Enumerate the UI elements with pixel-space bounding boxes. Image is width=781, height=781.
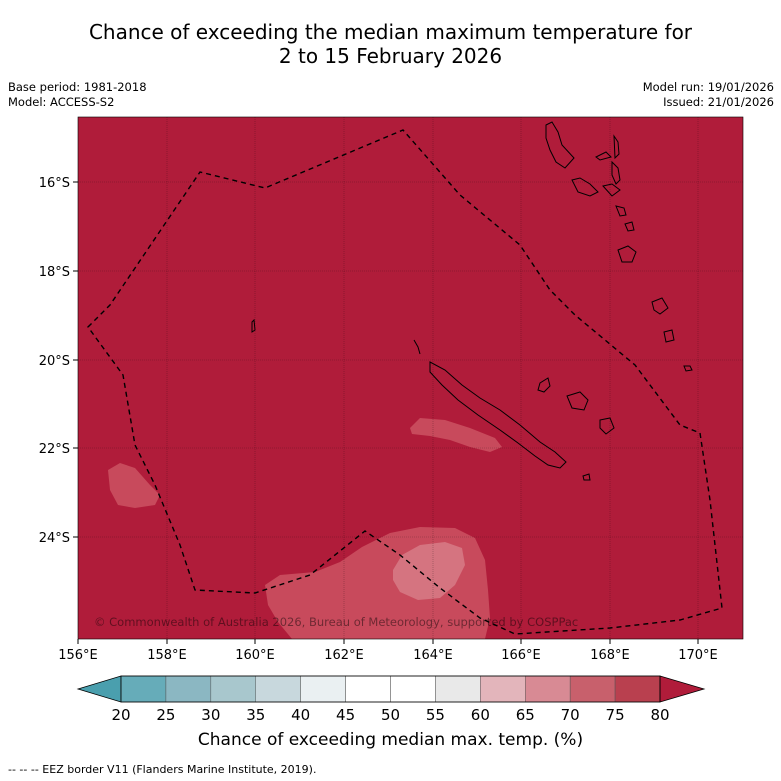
colorbar-tick-label: 70 [561,706,580,724]
colorbar-swatch [300,675,346,703]
lat-tick-label: 20°S [39,354,70,369]
colorbar-tick-label: 40 [291,706,310,724]
lat-tick-label: 22°S [39,442,70,457]
isle-of-pines [582,473,591,481]
colorbar-swatch [165,675,212,703]
colorbar-tick-label: 75 [606,706,625,724]
lat-tick-label: 16°S [39,176,70,191]
lon-tick-label: 166°E [501,648,541,663]
region-60-70-west [108,463,160,508]
colorbar-tick-label: 35 [246,706,265,724]
map-title-line-1: Chance of exceeding the median maximum t… [88,20,693,44]
map-title-line-2: 2 to 15 February 2026 [278,44,503,68]
colorbar-swatch [614,675,661,703]
vanuatu-ambae [595,151,612,161]
probability-regions [108,418,502,639]
map-frame [77,116,744,640]
colorbar-tick-label: 25 [156,706,175,724]
vanuatu-aneityum [683,365,693,372]
graticule [78,117,743,639]
colorbar-tick-label: 50 [381,706,400,724]
issued-date: Issued: 21/01/2026 [663,95,774,109]
colorbar-swatch [435,675,481,703]
colorbar-tick-label: 20 [111,706,130,724]
colorbar-under-arrow [76,675,122,703]
vanuatu-tanna [663,329,675,343]
colorbar-tick-label: 60 [471,706,490,724]
loyalty-island-2 [566,391,589,411]
lon-tick-label: 158°E [147,648,187,663]
new-caledonia-main [429,361,567,469]
colorbar-tick-label: 80 [650,706,669,724]
copyright-text: © Commonwealth of Australia 2026, Bureau… [94,615,578,629]
colorbar-swatch [120,675,167,703]
vanuatu-maewo [613,134,620,160]
colorbar-ticks: 20 25 30 35 40 45 50 55 60 65 70 75 80 [111,706,669,724]
vanuatu-espiritu-santo [545,121,575,169]
colorbar: 20 25 30 35 40 45 50 55 60 65 70 75 80 [76,675,706,724]
belep-islands [413,339,421,355]
vanuatu-malekula [571,177,599,197]
meta-right: Model run: 19/01/2026 Issued: 21/01/2026 [643,80,774,110]
lon-tick-label: 156°E [58,648,98,663]
lon-tick-label: 162°E [324,648,364,663]
lat-tick-label: 18°S [39,265,70,280]
vanuatu-epi [615,205,627,217]
lon-tick-label: 160°E [235,648,275,663]
colorbar-swatch [569,675,616,703]
model-run: Model run: 19/01/2026 [642,80,774,94]
axis-ticks [73,181,699,644]
region-55-60-south [393,542,465,600]
vanuatu-pentecost [611,160,621,185]
colorbar-frame [120,675,661,703]
lon-tick-label: 170°E [678,648,718,663]
meta-left: Base period: 1981-2018 Model: ACCESS-S2 [8,80,147,110]
colorbar-tick-label: 55 [426,706,445,724]
vanuatu-shepherd [624,221,635,232]
chesterfield-1 [251,318,256,333]
region-60-70-central [410,418,502,452]
colorbar-swatch [525,675,571,703]
vanuatu-efate [617,245,637,263]
colorbar-swatch [255,675,301,703]
colorbar-swatch [390,675,436,703]
loyalty-island-1 [537,377,551,393]
eez-legend-note: -- -- -- EEZ border V11 (Flanders Marine… [8,763,317,776]
colorbar-over-arrow [659,675,706,703]
colorbar-swatch [210,675,256,703]
colorbar-label: Chance of exceeding median max. temp. (%… [197,730,584,750]
base-period: Base period: 1981-2018 [8,80,147,94]
colorbar-swatch [345,675,391,703]
colorbar-tick-label: 30 [201,706,220,724]
vanuatu-erromango [651,297,669,315]
colorbar-tick-label: 65 [516,706,535,724]
lon-tick-label: 168°E [590,648,630,663]
vanuatu-ambrym [602,183,621,197]
colorbar-swatch [480,675,526,703]
eez-border [87,129,723,635]
colorbar-tick-label: 45 [336,706,355,724]
colorbar-swatches [120,675,661,703]
lat-tick-label: 24°S [39,531,70,546]
coastlines [251,121,693,481]
loyalty-island-3 [599,417,615,435]
model-name: Model: ACCESS-S2 [8,95,115,109]
lon-tick-label: 164°E [413,648,453,663]
